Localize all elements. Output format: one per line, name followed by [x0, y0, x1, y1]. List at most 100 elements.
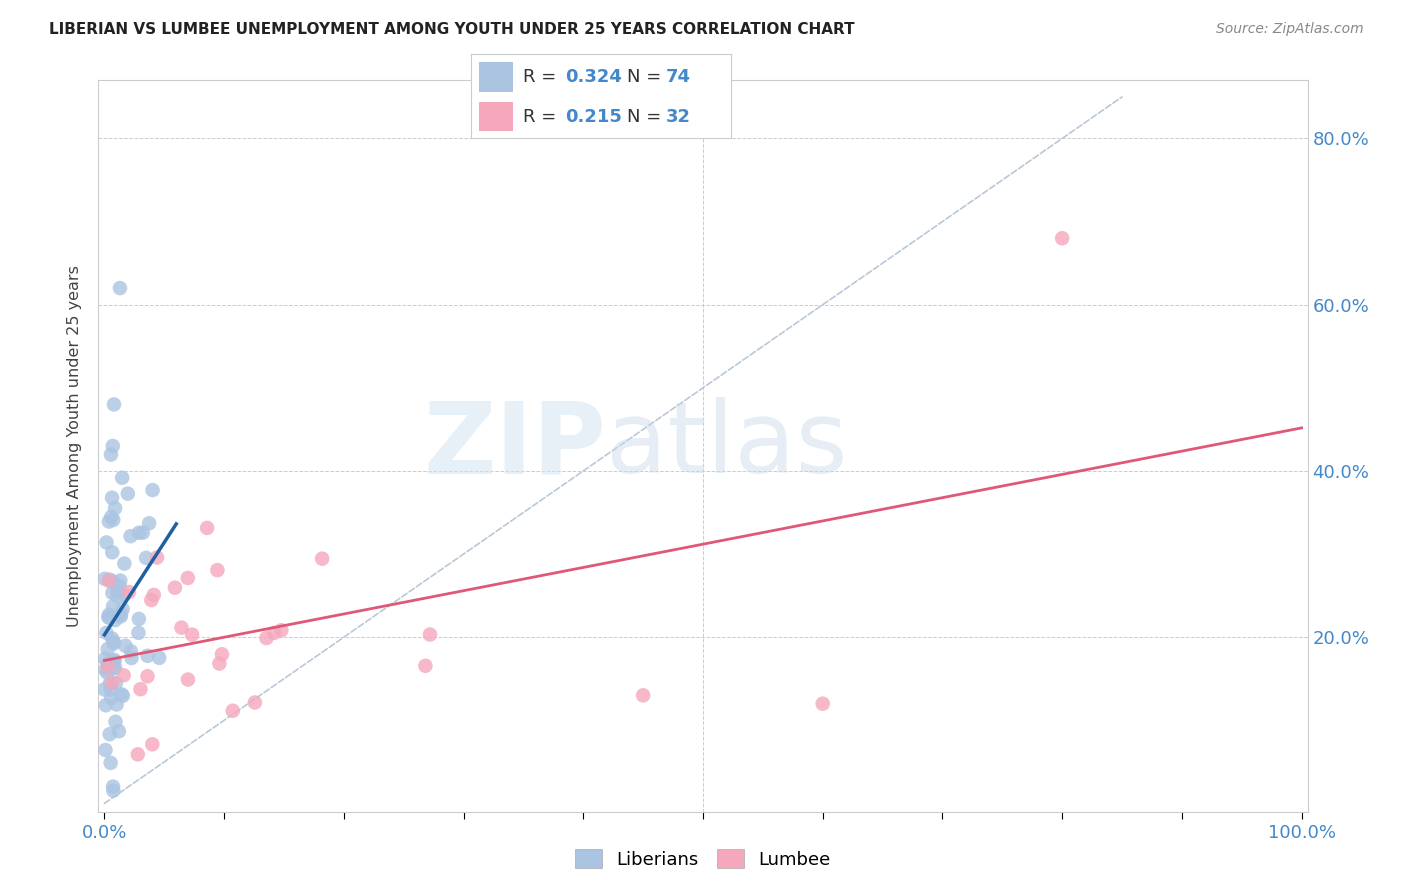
Point: [100, 691, 122, 706]
Point: [97, 657, 120, 671]
Point: [141, 593, 163, 607]
Text: LIBERIAN VS LUMBEE UNEMPLOYMENT AMONG YOUTH UNDER 25 YEARS CORRELATION CHART: LIBERIAN VS LUMBEE UNEMPLOYMENT AMONG YO…: [49, 22, 855, 37]
Point: [110, 687, 132, 701]
Point: [103, 636, 125, 650]
Point: [415, 658, 437, 673]
Point: [136, 648, 159, 663]
Point: [138, 516, 160, 531]
Point: [112, 668, 135, 682]
Point: [177, 571, 200, 585]
Point: [222, 704, 245, 718]
Point: [110, 574, 132, 588]
Point: [128, 612, 150, 626]
Point: [195, 521, 218, 535]
Point: [100, 448, 122, 462]
Point: [104, 714, 127, 729]
Point: [94, 698, 117, 713]
Point: [105, 583, 128, 598]
Point: [142, 483, 165, 497]
Point: [94, 651, 117, 665]
Bar: [479, 62, 513, 92]
Bar: [479, 102, 513, 131]
Point: [177, 673, 200, 687]
Point: [120, 529, 142, 543]
Point: [311, 551, 333, 566]
Point: [101, 632, 124, 646]
Point: [94, 572, 117, 586]
Point: [98, 607, 121, 622]
Point: [98, 611, 121, 625]
Point: [631, 689, 654, 703]
Point: [170, 621, 193, 635]
Point: [118, 585, 141, 599]
Point: [129, 682, 152, 697]
Point: [270, 624, 292, 638]
Legend: Liberians, Lumbee: Liberians, Lumbee: [568, 842, 838, 876]
Point: [127, 625, 149, 640]
Point: [211, 647, 233, 661]
Point: [243, 696, 266, 710]
Point: [101, 491, 124, 505]
Point: [142, 588, 165, 602]
Point: [141, 737, 163, 751]
Point: [96, 665, 118, 680]
Point: [104, 613, 127, 627]
Point: [117, 486, 139, 500]
Point: [1050, 231, 1073, 245]
Point: [127, 747, 149, 762]
Point: [100, 682, 122, 697]
Text: R =: R =: [523, 68, 562, 86]
Point: [121, 651, 143, 665]
Point: [101, 675, 124, 690]
Point: [112, 588, 135, 602]
Point: [101, 545, 124, 559]
Point: [132, 525, 155, 540]
Point: [120, 644, 142, 658]
Point: [111, 471, 134, 485]
Y-axis label: Unemployment Among Youth under 25 years: Unemployment Among Youth under 25 years: [67, 265, 83, 627]
Point: [103, 661, 125, 675]
Point: [111, 602, 134, 616]
Point: [146, 550, 169, 565]
Text: Source: ZipAtlas.com: Source: ZipAtlas.com: [1216, 22, 1364, 37]
Point: [207, 563, 229, 577]
Text: ZIP: ZIP: [423, 398, 606, 494]
Text: 0.324: 0.324: [565, 68, 621, 86]
Point: [103, 654, 125, 668]
Text: R =: R =: [523, 108, 562, 126]
Point: [419, 627, 441, 641]
Point: [107, 590, 129, 604]
Point: [103, 635, 125, 649]
Text: N =: N =: [627, 68, 666, 86]
Point: [105, 698, 128, 712]
Point: [101, 599, 124, 614]
Point: [811, 697, 834, 711]
Point: [94, 663, 117, 677]
Point: [114, 639, 136, 653]
Point: [110, 609, 132, 624]
Point: [101, 439, 124, 453]
Point: [97, 659, 120, 673]
Point: [97, 642, 120, 657]
Point: [100, 509, 122, 524]
Point: [96, 625, 118, 640]
Point: [108, 724, 131, 739]
Point: [112, 557, 135, 571]
Point: [103, 574, 125, 589]
Point: [108, 580, 131, 594]
Point: [163, 581, 186, 595]
Point: [98, 676, 121, 690]
Point: [135, 550, 157, 565]
Text: N =: N =: [627, 108, 666, 126]
Point: [181, 627, 204, 641]
Point: [97, 610, 120, 624]
Point: [263, 625, 285, 640]
Point: [104, 661, 127, 675]
Point: [103, 783, 125, 797]
Point: [103, 397, 125, 411]
Text: 0.215: 0.215: [565, 108, 621, 126]
Point: [254, 631, 277, 645]
Point: [97, 574, 120, 588]
Text: atlas: atlas: [606, 398, 848, 494]
Point: [108, 281, 131, 295]
